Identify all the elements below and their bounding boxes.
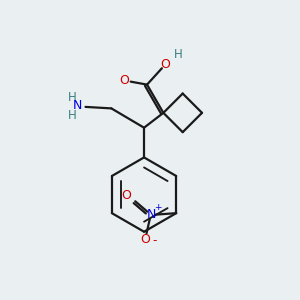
Text: H: H <box>68 109 76 122</box>
Text: O: O <box>160 58 170 71</box>
Text: N: N <box>73 99 83 112</box>
Text: N: N <box>146 208 156 221</box>
Text: H: H <box>68 92 76 104</box>
Text: H: H <box>174 48 183 62</box>
Text: -: - <box>153 234 157 247</box>
Text: +: + <box>154 203 161 212</box>
Text: O: O <box>140 233 150 246</box>
Text: O: O <box>119 74 129 87</box>
Text: O: O <box>122 189 131 203</box>
